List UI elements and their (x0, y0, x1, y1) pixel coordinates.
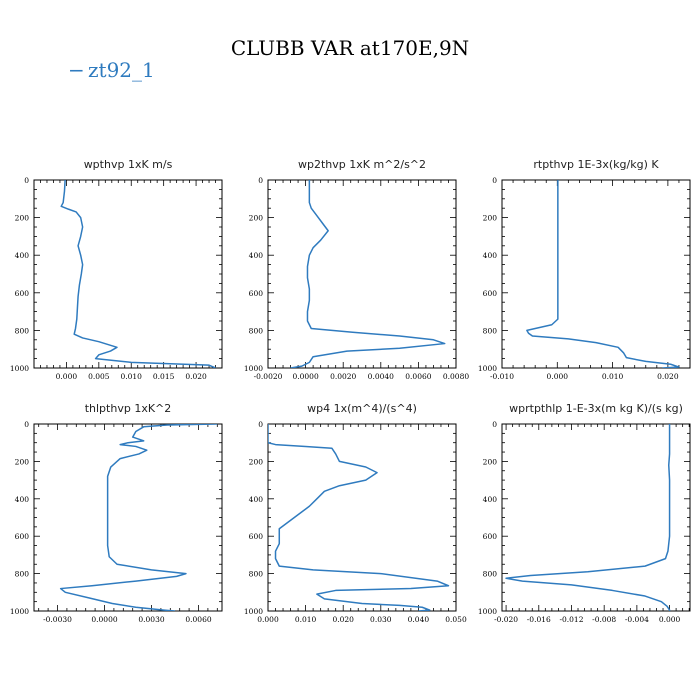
y-tick-label: 800 (483, 570, 498, 579)
y-tick-label: 1000 (10, 607, 29, 616)
series-line (290, 180, 446, 368)
x-tick-label: 0.020 (657, 372, 679, 381)
x-tick-label: 0.0060 (185, 615, 211, 624)
panel-title: wpthvp 1xK m/s (84, 158, 173, 171)
panel-3: rtpthvp 1E-3x(kg/kg) K 0 200 400 600 800 1000-… (478, 158, 691, 381)
plot-frame (33, 179, 223, 369)
x-tick-label: 0.010 (602, 372, 624, 381)
y-tick-label: 400 (483, 251, 498, 260)
x-tick-label: 0.0000 (91, 615, 117, 624)
panel-title: wp4 1x(m^4)/(s^4) (307, 402, 417, 415)
y-tick-label: 200 (483, 214, 498, 223)
x-tick-label: 0.040 (408, 615, 430, 624)
panel-2: wp2thvp 1xK m^2/s^2 0 200 400 600 800 1000-0.0… (244, 158, 469, 381)
figure-legend: − zt92_1 (68, 58, 155, 82)
y-tick-label: 800 (249, 326, 264, 335)
x-tick-label: 0.000 (257, 615, 279, 624)
y-tick-label: 600 (15, 289, 30, 298)
y-tick-label: 600 (249, 532, 264, 541)
y-tick-label: 1000 (244, 607, 263, 616)
series-line (268, 424, 450, 611)
x-tick-label: -0.010 (490, 372, 514, 381)
figure-title: CLUBB VAR at170E,9N (231, 36, 469, 60)
x-tick-label: 0.000 (56, 372, 78, 381)
panel-title: wprtpthlp 1-E-3x(m kg K)/(s kg) (509, 402, 683, 415)
y-tick-label: 200 (249, 457, 264, 466)
panel-title: rtpthvp 1E-3x(kg/kg) K (533, 158, 659, 171)
x-tick-label: 0.0020 (330, 372, 356, 381)
y-tick-label: 600 (15, 532, 30, 541)
x-tick-label: 0.0040 (368, 372, 394, 381)
y-tick-label: 400 (15, 495, 30, 504)
x-tick-label: 0.000 (547, 372, 569, 381)
x-tick-label: -0.0020 (254, 372, 283, 381)
x-tick-label: -0.004 (625, 615, 649, 624)
y-tick-label: 200 (249, 214, 264, 223)
y-tick-label: 0 (492, 420, 497, 429)
y-tick-label: 600 (483, 532, 498, 541)
y-tick-label: 0 (258, 420, 263, 429)
panel-6: wprtpthlp 1-E-3x(m kg K)/(s kg) 0 200 400 60… (478, 402, 691, 624)
series-line (60, 180, 216, 368)
x-tick-label: 0.050 (445, 615, 467, 624)
series-line (526, 180, 680, 368)
y-tick-label: 1000 (478, 364, 497, 373)
y-tick-label: 200 (483, 457, 498, 466)
y-tick-label: 1000 (244, 364, 263, 373)
plot-frame (267, 423, 457, 612)
y-tick-label: 1000 (10, 364, 29, 373)
y-tick-label: 400 (249, 251, 264, 260)
legend-marker: − (68, 58, 85, 82)
y-tick-label: 800 (249, 570, 264, 579)
y-tick-label: 800 (15, 326, 30, 335)
x-tick-label: 0.0060 (405, 372, 431, 381)
x-tick-label: 0.015 (153, 372, 175, 381)
x-tick-label: -0.016 (527, 615, 551, 624)
y-tick-label: 0 (24, 420, 29, 429)
legend-label: zt92_1 (88, 58, 155, 82)
x-tick-label: -0.008 (592, 615, 616, 624)
y-tick-label: 200 (15, 457, 30, 466)
plot-frame (501, 179, 691, 369)
y-tick-label: 200 (15, 214, 30, 223)
panel-title: wp2thvp 1xK m^2/s^2 (298, 158, 426, 171)
x-tick-label: 0.000 (659, 615, 681, 624)
series-line (59, 424, 218, 611)
x-tick-label: 0.0080 (443, 372, 469, 381)
x-tick-label: 0.005 (88, 372, 110, 381)
panel-title: thlpthvp 1xK^2 (85, 402, 172, 415)
x-tick-label: -0.012 (559, 615, 583, 624)
x-tick-label: 0.020 (332, 615, 354, 624)
x-tick-label: 0.010 (295, 615, 317, 624)
y-tick-label: 600 (249, 289, 264, 298)
y-tick-label: 800 (483, 326, 498, 335)
series-line (505, 424, 671, 611)
panel-1: wpthvp 1xK m/s 0 200 400 600 800 1000 0.000 0.00… (10, 158, 223, 381)
x-tick-label: -0.0030 (43, 615, 72, 624)
y-tick-label: 600 (483, 289, 498, 298)
x-tick-label: 0.030 (370, 615, 392, 624)
y-tick-label: 400 (15, 251, 30, 260)
x-tick-label: 0.010 (120, 372, 142, 381)
panel-4: thlpthvp 1xK^2 0 200 400 600 800 1000 -0.0030 0.… (10, 402, 223, 624)
x-tick-label: 0.020 (185, 372, 207, 381)
x-tick-label: 0.0030 (138, 615, 164, 624)
y-tick-label: 1000 (478, 607, 497, 616)
x-tick-label: 0.0000 (292, 372, 318, 381)
plot-frame (33, 423, 223, 612)
y-tick-label: 800 (15, 570, 30, 579)
y-tick-label: 0 (258, 176, 263, 185)
y-tick-label: 400 (483, 495, 498, 504)
y-tick-label: 0 (492, 176, 497, 185)
y-tick-label: 400 (249, 495, 264, 504)
plot-frame (501, 423, 691, 612)
y-tick-label: 0 (24, 176, 29, 185)
x-tick-label: -0.020 (494, 615, 518, 624)
